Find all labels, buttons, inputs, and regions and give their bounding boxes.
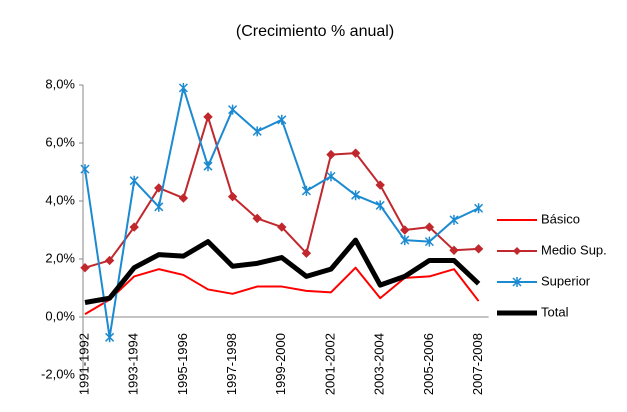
marker (375, 180, 385, 190)
marker (228, 104, 238, 115)
x-tick-label: 2003-2004 (372, 333, 387, 395)
legend-label: Medio Sup. (541, 242, 607, 257)
marker (252, 126, 262, 137)
x-tick-label: 2007-2008 (470, 333, 485, 395)
legend-marker (512, 277, 522, 287)
legend-label: Básico (541, 211, 580, 226)
marker (227, 191, 238, 202)
y-tick-label: -2,0% (41, 366, 75, 381)
y-tick-label: 2,0% (45, 250, 75, 265)
legend-label: Superior (541, 273, 591, 288)
x-tick-label: 1993-1994 (126, 333, 141, 395)
marker (301, 248, 312, 258)
marker (375, 200, 385, 211)
marker (351, 190, 361, 201)
marker (105, 332, 115, 343)
marker (326, 149, 336, 160)
x-tick-label: 2005-2006 (421, 333, 436, 395)
marker (178, 193, 189, 203)
marker (301, 185, 311, 196)
marker (277, 114, 287, 125)
marker (203, 161, 213, 172)
x-tick-label: 1997-1998 (224, 333, 239, 395)
series-line (84, 266, 480, 315)
x-tick-label: 1995-1996 (175, 333, 190, 395)
marker (350, 148, 361, 158)
x-tick-label: 2001-2002 (322, 333, 337, 395)
x-tick-label: 1999-2000 (273, 333, 288, 395)
x-tick-label: 1991-1992 (76, 333, 91, 395)
marker (80, 262, 90, 273)
y-tick-label: 6,0% (45, 134, 75, 149)
marker (178, 82, 188, 93)
marker (424, 222, 435, 232)
marker (473, 244, 484, 254)
legend-marker (513, 247, 521, 255)
marker (449, 214, 459, 225)
y-tick-label: 8,0% (45, 76, 75, 91)
series-line (84, 237, 481, 305)
marker (129, 175, 139, 186)
y-tick-label: 4,0% (45, 192, 75, 207)
y-tick-label: 0,0% (45, 308, 75, 323)
marker (203, 112, 213, 122)
marker (154, 183, 164, 193)
marker (424, 236, 434, 247)
marker (400, 225, 410, 235)
marker (474, 203, 484, 214)
marker (129, 222, 139, 232)
legend-label: Total (541, 304, 569, 319)
marker (104, 255, 115, 266)
marker (400, 235, 410, 246)
marker (277, 222, 287, 232)
marker (80, 164, 90, 175)
marker (154, 201, 164, 212)
chart-title: (Crecimiento % anual) (236, 23, 394, 40)
marker (252, 213, 262, 224)
marker (449, 245, 459, 256)
marker (326, 171, 336, 182)
